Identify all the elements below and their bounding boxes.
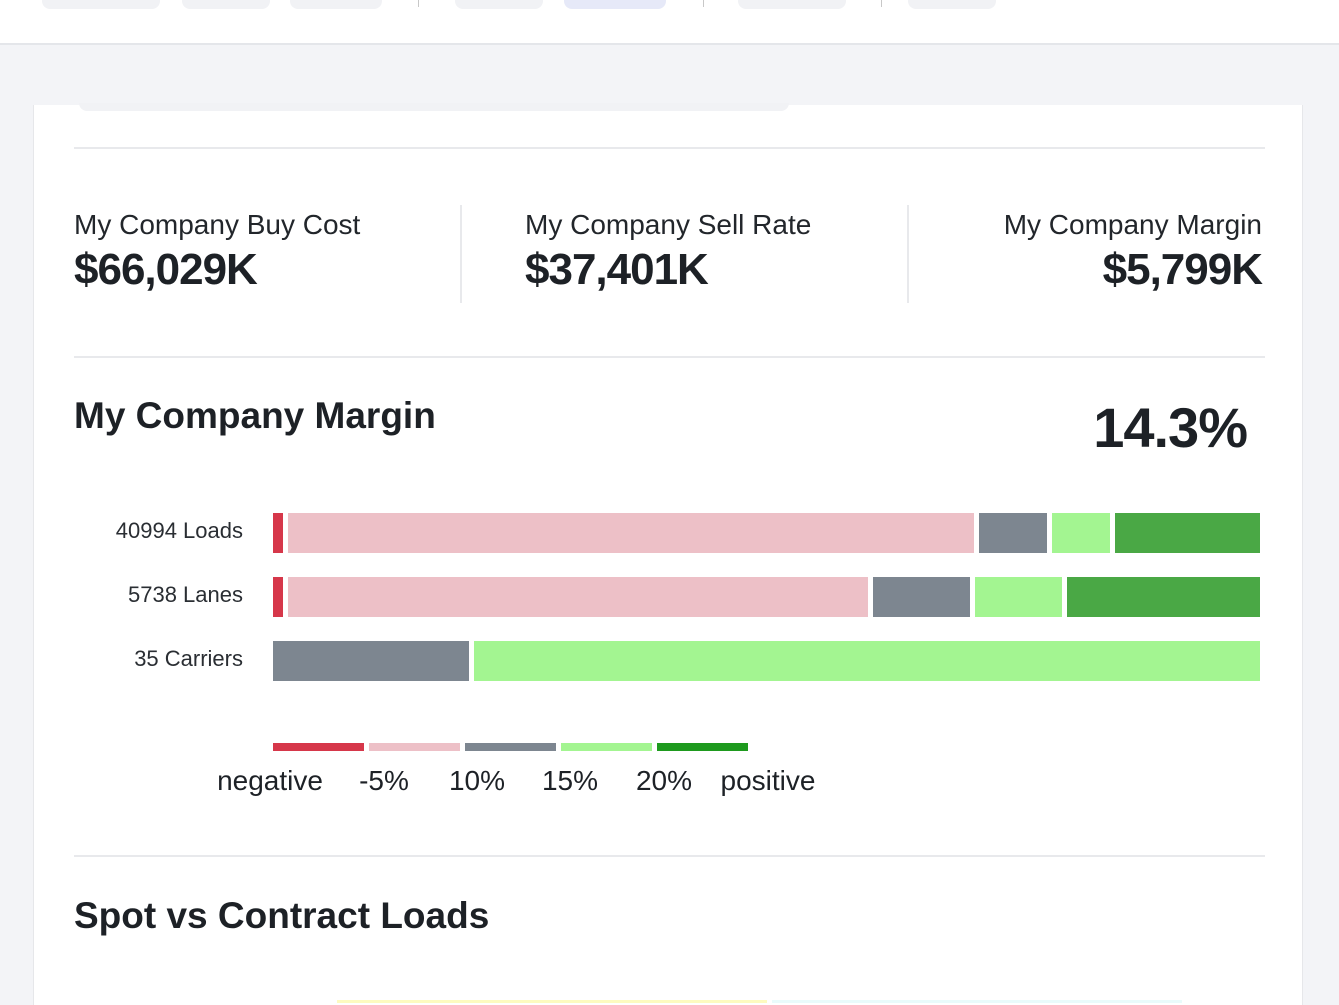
bar-segment-1[interactable] — [287, 513, 975, 553]
section-title: My Company Margin — [74, 395, 436, 436]
bar-segment-3[interactable] — [1051, 513, 1110, 553]
tab-strip — [79, 103, 789, 111]
legend-swatch — [657, 743, 748, 751]
stacked-bar — [273, 641, 1260, 681]
legend-swatch — [273, 743, 364, 751]
bar-segment-2[interactable] — [872, 577, 970, 617]
stacked-bar — [273, 577, 1261, 617]
nav-tab[interactable] — [738, 0, 846, 9]
dashboard-card: My Company Buy Cost $66,029K My Company … — [33, 103, 1303, 1005]
nav-tab[interactable] — [42, 0, 160, 9]
divider — [460, 205, 462, 303]
bar-segment-4[interactable] — [1114, 513, 1260, 553]
legend-swatch — [561, 743, 652, 751]
kpi-value: $5,799K — [1102, 245, 1263, 294]
nav-tab[interactable] — [455, 0, 543, 9]
divider — [907, 205, 909, 303]
divider — [74, 356, 1265, 358]
row-label: 40994 Loads — [115, 518, 243, 543]
kpi-label: My Company Margin — [1003, 209, 1262, 240]
nav-divider — [881, 0, 882, 7]
legend-label: 10% — [448, 765, 506, 796]
kpi-buy-cost: My Company Buy Cost $66,029K — [74, 209, 360, 295]
nav-tab[interactable] — [908, 0, 996, 9]
bar-segment-3[interactable] — [474, 641, 1260, 681]
kpi-value: $37,401K — [525, 245, 709, 294]
nav-tab-active[interactable] — [564, 0, 666, 9]
legend-label: -5% — [359, 765, 409, 796]
kpi-value: $66,029K — [74, 245, 258, 294]
nav-divider — [418, 0, 419, 7]
row-label: 35 Carriers — [134, 646, 243, 671]
kpi-margin: My Company Margin $5,799K — [1003, 209, 1263, 295]
chart-preview-edge — [772, 1000, 1182, 1003]
legend-swatch — [369, 743, 460, 751]
legend-label: 20% — [635, 765, 693, 796]
section-title: Spot vs Contract Loads — [74, 895, 490, 936]
chart-preview-edge — [337, 1000, 767, 1003]
divider — [74, 855, 1265, 857]
bar-segment-0[interactable] — [273, 577, 283, 617]
margin-percent: 14.3% — [1093, 396, 1248, 459]
bar-segment-1[interactable] — [287, 577, 868, 617]
bar-segment-2[interactable] — [979, 513, 1047, 553]
kpi-sell-rate: My Company Sell Rate $37,401K — [525, 209, 811, 295]
kpi-label: My Company Sell Rate — [525, 209, 812, 240]
bar-segment-0[interactable] — [273, 513, 283, 553]
kpi-label: My Company Buy Cost — [74, 209, 361, 240]
bar-segment-4[interactable] — [1066, 577, 1261, 617]
divider — [74, 147, 1265, 149]
top-nav — [0, 0, 1339, 45]
legend-swatch — [465, 743, 556, 751]
nav-divider — [703, 0, 704, 7]
legend-label: negative — [217, 765, 323, 796]
bar-segment-2[interactable] — [273, 641, 470, 681]
legend-label: positive — [720, 765, 816, 796]
nav-tab[interactable] — [290, 0, 382, 9]
bar-segment-3[interactable] — [974, 577, 1062, 617]
nav-tab[interactable] — [182, 0, 270, 9]
stacked-bar — [273, 513, 1260, 553]
legend-label: 15% — [541, 765, 599, 796]
row-label: 5738 Lanes — [128, 582, 243, 607]
